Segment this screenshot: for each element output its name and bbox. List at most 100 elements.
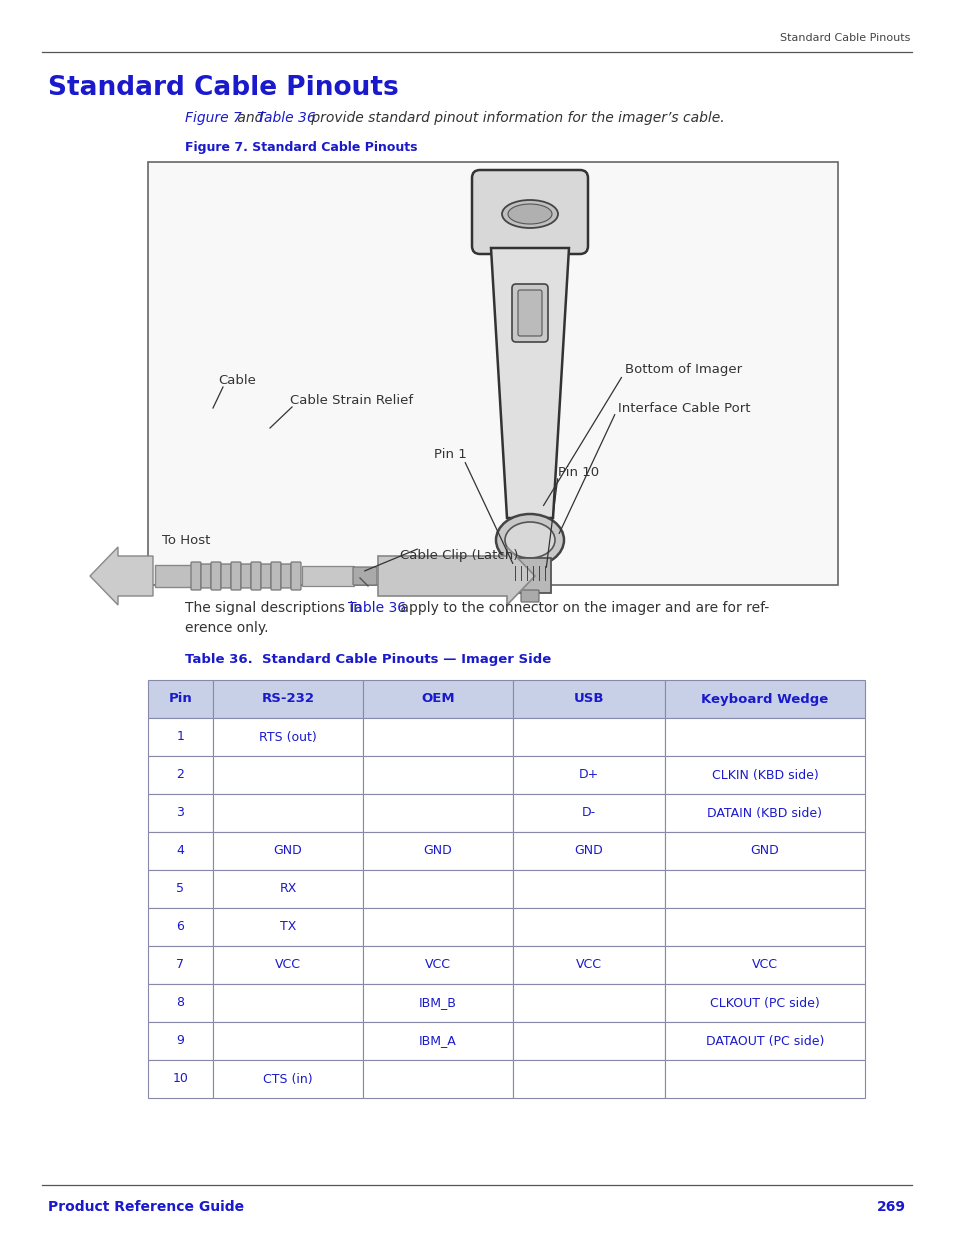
Bar: [513, 869, 664, 908]
Bar: [664, 794, 864, 832]
Text: apply to the connector on the imager and are for ref-: apply to the connector on the imager and…: [395, 601, 768, 615]
FancyBboxPatch shape: [154, 564, 192, 587]
Bar: [213, 869, 363, 908]
Text: Interface Cable Port: Interface Cable Port: [618, 401, 750, 415]
Bar: [363, 1060, 513, 1098]
Bar: [148, 832, 213, 869]
Bar: [513, 756, 664, 794]
Polygon shape: [491, 248, 568, 517]
FancyBboxPatch shape: [517, 290, 541, 336]
Bar: [664, 832, 864, 869]
FancyBboxPatch shape: [353, 567, 376, 585]
Text: and: and: [233, 111, 268, 125]
Text: Table 36: Table 36: [348, 601, 406, 615]
Bar: [213, 832, 363, 869]
FancyBboxPatch shape: [201, 564, 211, 588]
Text: 7: 7: [176, 958, 184, 972]
FancyBboxPatch shape: [251, 562, 261, 590]
FancyArrow shape: [90, 547, 152, 605]
Bar: [664, 1060, 864, 1098]
FancyArrow shape: [377, 547, 535, 605]
Bar: [664, 756, 864, 794]
Text: Cable: Cable: [218, 373, 255, 387]
Bar: [513, 908, 664, 946]
Text: Cable Strain Relief: Cable Strain Relief: [290, 394, 413, 406]
Text: DATAIN (KBD side): DATAIN (KBD side): [707, 806, 821, 820]
Bar: [213, 794, 363, 832]
Text: Standard Cable Pinouts: Standard Cable Pinouts: [48, 75, 398, 101]
Text: Figure 7. Standard Cable Pinouts: Figure 7. Standard Cable Pinouts: [185, 142, 417, 154]
FancyBboxPatch shape: [191, 562, 201, 590]
Bar: [664, 869, 864, 908]
Bar: [363, 984, 513, 1023]
Bar: [213, 908, 363, 946]
Text: VCC: VCC: [424, 958, 451, 972]
Text: D-: D-: [581, 806, 596, 820]
Text: GND: GND: [574, 845, 602, 857]
Text: VCC: VCC: [751, 958, 778, 972]
Bar: [664, 1023, 864, 1060]
Text: 8: 8: [176, 997, 184, 1009]
Text: USB: USB: [573, 693, 603, 705]
Bar: [213, 1023, 363, 1060]
FancyBboxPatch shape: [241, 564, 251, 588]
Bar: [213, 718, 363, 756]
Text: 3: 3: [176, 806, 184, 820]
FancyBboxPatch shape: [512, 284, 547, 342]
Bar: [148, 162, 837, 585]
Bar: [513, 1023, 664, 1060]
Text: OEM: OEM: [420, 693, 455, 705]
Bar: [664, 680, 864, 718]
Text: CTS (in): CTS (in): [263, 1072, 313, 1086]
Text: Keyboard Wedge: Keyboard Wedge: [700, 693, 828, 705]
Bar: [363, 869, 513, 908]
Bar: [213, 946, 363, 984]
Text: 10: 10: [172, 1072, 189, 1086]
Text: 9: 9: [176, 1035, 184, 1047]
FancyBboxPatch shape: [509, 558, 551, 593]
Text: Figure 7: Figure 7: [185, 111, 242, 125]
Bar: [363, 946, 513, 984]
Text: 1: 1: [176, 730, 184, 743]
Text: 2: 2: [176, 768, 184, 782]
Bar: [213, 984, 363, 1023]
Text: GND: GND: [423, 845, 452, 857]
Text: RS-232: RS-232: [261, 693, 314, 705]
Text: CLKIN (KBD side): CLKIN (KBD side): [711, 768, 818, 782]
FancyBboxPatch shape: [211, 562, 221, 590]
Text: 4: 4: [176, 845, 184, 857]
FancyBboxPatch shape: [520, 590, 538, 601]
Text: RTS (out): RTS (out): [259, 730, 316, 743]
Bar: [148, 1060, 213, 1098]
Bar: [148, 869, 213, 908]
Bar: [513, 984, 664, 1023]
Bar: [148, 756, 213, 794]
Bar: [664, 984, 864, 1023]
Text: 5: 5: [176, 883, 184, 895]
Text: Pin: Pin: [169, 693, 193, 705]
Bar: [513, 680, 664, 718]
Text: DATAOUT (PC side): DATAOUT (PC side): [705, 1035, 823, 1047]
FancyBboxPatch shape: [271, 562, 281, 590]
Bar: [363, 1023, 513, 1060]
Text: Product Reference Guide: Product Reference Guide: [48, 1200, 244, 1214]
Text: The signal descriptions in: The signal descriptions in: [185, 601, 366, 615]
Bar: [664, 908, 864, 946]
Text: TX: TX: [279, 920, 295, 934]
Text: 269: 269: [876, 1200, 905, 1214]
Bar: [513, 718, 664, 756]
Text: Standard Cable Pinouts: Standard Cable Pinouts: [779, 33, 909, 43]
Bar: [363, 908, 513, 946]
Bar: [513, 832, 664, 869]
Text: Pin 10: Pin 10: [558, 466, 598, 478]
Text: Bottom of Imager: Bottom of Imager: [624, 363, 741, 377]
FancyBboxPatch shape: [221, 564, 231, 588]
Bar: [513, 946, 664, 984]
Bar: [148, 908, 213, 946]
Text: Table 36: Table 36: [256, 111, 315, 125]
Text: VCC: VCC: [274, 958, 301, 972]
FancyBboxPatch shape: [291, 562, 301, 590]
Text: CLKOUT (PC side): CLKOUT (PC side): [709, 997, 819, 1009]
Bar: [363, 718, 513, 756]
Bar: [513, 794, 664, 832]
